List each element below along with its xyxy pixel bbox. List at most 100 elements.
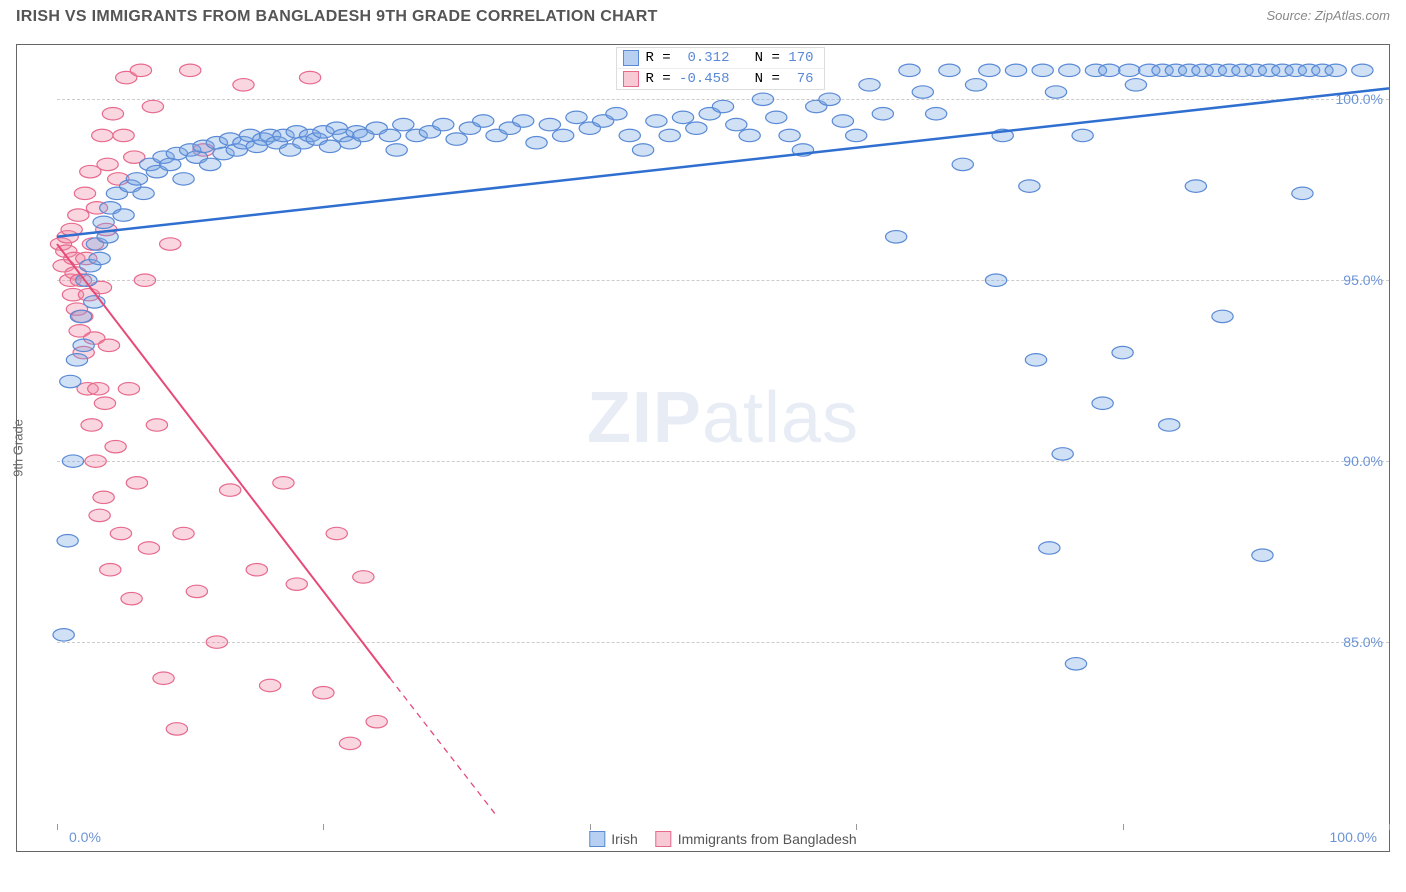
data-point <box>62 455 83 467</box>
data-point <box>133 187 154 199</box>
data-point <box>98 339 119 351</box>
data-point <box>70 310 91 322</box>
data-point <box>1019 180 1040 192</box>
stat-legend-row: R = -0.458 N = 76 <box>617 68 823 89</box>
data-point <box>73 339 94 351</box>
chart-source: Source: ZipAtlas.com <box>1266 8 1390 23</box>
legend-label: Irish <box>611 831 637 847</box>
data-point <box>646 115 667 127</box>
data-point <box>1212 310 1233 322</box>
data-point <box>965 79 986 91</box>
data-point <box>912 86 933 98</box>
data-point <box>53 629 74 641</box>
x-axis-max-label: 100.0% <box>1330 829 1377 845</box>
data-point <box>619 129 640 141</box>
data-point <box>446 133 467 145</box>
data-point <box>166 723 187 735</box>
data-point <box>899 64 920 76</box>
data-point <box>766 111 787 123</box>
data-point <box>200 158 221 170</box>
data-point <box>1039 542 1060 554</box>
data-point <box>93 216 114 228</box>
data-point <box>1185 180 1206 192</box>
data-point <box>88 383 109 395</box>
data-point <box>1125 79 1146 91</box>
data-point <box>68 209 89 221</box>
data-point <box>1112 346 1133 358</box>
legend-swatch-icon <box>623 71 639 87</box>
data-point <box>1032 64 1053 76</box>
data-point <box>97 158 118 170</box>
data-point <box>102 108 123 120</box>
data-point <box>473 115 494 127</box>
legend-item: Irish <box>589 831 637 847</box>
data-point <box>1119 64 1140 76</box>
data-point <box>85 455 106 467</box>
data-point <box>872 108 893 120</box>
data-point <box>712 100 733 112</box>
data-point <box>126 477 147 489</box>
data-point <box>952 158 973 170</box>
data-point <box>142 100 163 112</box>
data-point <box>979 64 1000 76</box>
data-point <box>939 64 960 76</box>
data-point <box>233 79 254 91</box>
data-point <box>118 383 139 395</box>
data-point <box>1005 64 1026 76</box>
data-point <box>513 115 534 127</box>
data-point <box>859 79 880 91</box>
data-point <box>672 111 693 123</box>
chart-title: IRISH VS IMMIGRANTS FROM BANGLADESH 9TH … <box>16 8 658 26</box>
data-point <box>286 578 307 590</box>
data-point <box>1072 129 1093 141</box>
data-point <box>299 71 320 83</box>
data-point <box>130 64 151 76</box>
data-point <box>89 509 110 521</box>
data-point <box>739 129 760 141</box>
data-point <box>66 354 87 366</box>
data-point <box>846 129 867 141</box>
data-point <box>273 477 294 489</box>
data-point <box>433 118 454 130</box>
data-point <box>1025 354 1046 366</box>
data-point <box>180 64 201 76</box>
data-point <box>81 419 102 431</box>
data-point <box>259 679 280 691</box>
data-point <box>366 715 387 727</box>
data-point <box>1292 187 1313 199</box>
data-point <box>539 118 560 130</box>
data-point <box>246 563 267 575</box>
legend-swatch-icon <box>589 831 605 847</box>
data-point <box>752 93 773 105</box>
data-point <box>659 129 680 141</box>
data-point <box>206 636 227 648</box>
data-point <box>173 527 194 539</box>
data-point <box>526 136 547 148</box>
x-axis: 0.0% Irish Immigrants from Bangladesh 100… <box>57 823 1389 851</box>
stat-legend: R = 0.312 N = 170 R = -0.458 N = 76 <box>616 47 824 90</box>
legend-swatch-icon <box>656 831 672 847</box>
data-point <box>57 535 78 547</box>
data-point <box>353 571 374 583</box>
data-point <box>726 118 747 130</box>
data-point <box>92 129 113 141</box>
data-point <box>146 419 167 431</box>
plot-region: 85.0%90.0%95.0%100.0% ZIPatlas R = 0.312… <box>57 45 1389 823</box>
legend-item: Immigrants from Bangladesh <box>656 831 857 847</box>
data-point <box>126 173 147 185</box>
chart-area: 9th Grade 85.0%90.0%95.0%100.0% ZIPatlas… <box>16 44 1390 852</box>
scatter-svg <box>57 45 1389 823</box>
data-point <box>606 108 627 120</box>
trend-line <box>57 244 390 678</box>
data-point <box>60 375 81 387</box>
data-point <box>110 527 131 539</box>
data-point <box>1052 448 1073 460</box>
data-point <box>886 231 907 243</box>
legend-label: Immigrants from Bangladesh <box>678 831 857 847</box>
data-point <box>925 108 946 120</box>
x-axis-min-label: 0.0% <box>69 829 101 845</box>
x-tick <box>1389 824 1390 830</box>
data-point <box>160 238 181 250</box>
data-point <box>1325 64 1346 76</box>
stat-legend-text: R = 0.312 N = 170 <box>645 50 813 66</box>
